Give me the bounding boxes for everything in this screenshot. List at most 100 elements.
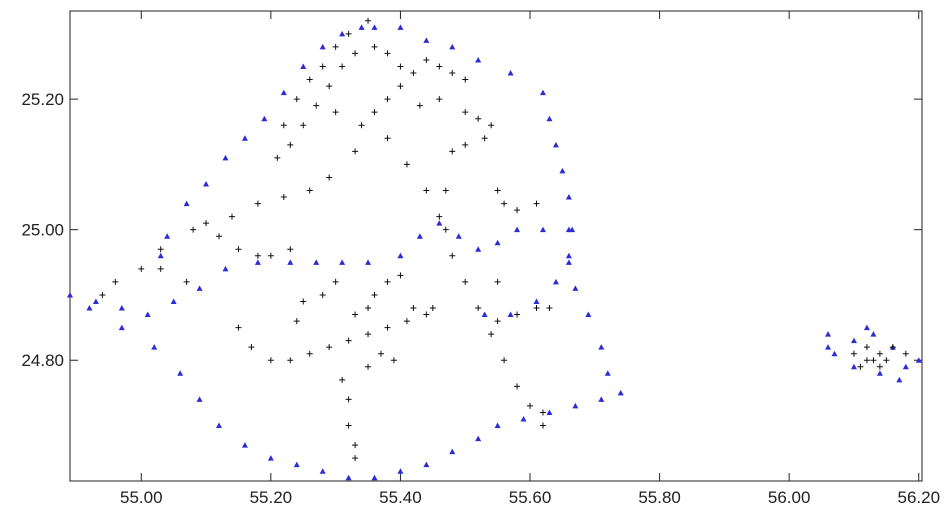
- triangle-point: [436, 220, 443, 226]
- triangle-point: [475, 246, 482, 252]
- plus-point: [481, 135, 488, 142]
- plus-point: [397, 63, 404, 70]
- triangle-point: [565, 259, 572, 265]
- plus-point: [157, 265, 164, 272]
- plus-point: [352, 50, 359, 57]
- axis-ticks: [70, 11, 922, 481]
- plus-point: [235, 246, 242, 253]
- triangle-point: [494, 422, 501, 429]
- plus-point: [475, 305, 482, 312]
- triangle-point: [850, 363, 857, 370]
- triangle-point: [241, 135, 248, 141]
- plus-point: [112, 278, 119, 285]
- plus-point: [267, 357, 274, 364]
- triangle-point: [876, 370, 883, 376]
- triangle-point: [825, 331, 832, 337]
- plus-point: [203, 220, 210, 227]
- triangle-point: [339, 259, 346, 265]
- plus-point: [436, 213, 443, 220]
- triangle-point: [287, 259, 294, 265]
- triangle-point: [358, 24, 365, 30]
- triangle-point: [863, 324, 870, 331]
- plus-point: [533, 305, 540, 312]
- plus-point: [352, 455, 359, 462]
- plus-point: [138, 265, 145, 272]
- data-points: [67, 17, 922, 481]
- triangle-point: [222, 154, 229, 161]
- x-tick-label: 55.40: [379, 488, 422, 507]
- triangle-point: [572, 285, 579, 291]
- plus-point: [319, 63, 326, 70]
- plus-point: [326, 174, 333, 181]
- triangle-point: [533, 298, 540, 304]
- plus-point: [514, 207, 521, 214]
- plus-point: [300, 122, 307, 129]
- plus-point: [365, 363, 372, 370]
- plus-point: [397, 83, 404, 90]
- plus-point: [423, 187, 430, 194]
- plus-point: [436, 96, 443, 103]
- plus-point: [287, 357, 294, 364]
- plus-point: [306, 76, 313, 83]
- plus-point: [462, 76, 469, 83]
- plus-point: [190, 226, 197, 233]
- triangle-point: [604, 370, 611, 376]
- triangle-point: [86, 305, 93, 311]
- plus-point: [494, 278, 501, 285]
- triangle-point: [423, 37, 430, 43]
- plus-point: [416, 102, 423, 109]
- triangle-point: [546, 409, 553, 415]
- plus-point: [462, 141, 469, 148]
- plus-point: [293, 96, 300, 103]
- plus-point: [345, 422, 352, 429]
- x-tick-label: 55.60: [509, 488, 552, 507]
- triangle-point: [455, 233, 462, 239]
- triangle-point: [585, 311, 592, 318]
- triangle-point: [365, 259, 372, 265]
- plus-point: [902, 350, 909, 357]
- plus-point: [319, 291, 326, 298]
- triangle-point: [118, 324, 125, 331]
- plus-point: [339, 63, 346, 70]
- plus-point: [365, 331, 372, 338]
- triangle-point: [915, 357, 922, 363]
- triangle-point: [539, 89, 546, 96]
- plus-point: [339, 376, 346, 383]
- triangle-point: [151, 344, 158, 350]
- plus-point: [539, 409, 546, 416]
- plus-point: [449, 148, 456, 155]
- triangle-point: [177, 370, 184, 376]
- triangle-point: [300, 63, 307, 69]
- plus-point: [442, 226, 449, 233]
- plus-point: [423, 311, 430, 318]
- plus-point: [384, 135, 391, 142]
- plus-point: [384, 278, 391, 285]
- plus-point: [280, 194, 287, 201]
- triangle-point: [520, 415, 527, 422]
- triangle-point: [870, 331, 877, 337]
- triangle-point: [507, 311, 514, 318]
- triangle-point: [170, 298, 177, 304]
- plus-point: [889, 344, 896, 351]
- plus-point: [539, 422, 546, 429]
- plus-point: [423, 56, 430, 63]
- triangle-point: [475, 56, 482, 63]
- triangle-point: [118, 305, 125, 311]
- triangle-point: [183, 200, 190, 207]
- triangle-point: [546, 115, 553, 122]
- plus-point: [494, 187, 501, 194]
- plus-point: [436, 63, 443, 70]
- plus-point: [442, 187, 449, 194]
- triangle-point: [222, 265, 229, 272]
- plus-point: [287, 246, 294, 253]
- plus-point: [449, 70, 456, 77]
- triangle-point: [67, 291, 73, 298]
- triangle-point: [552, 278, 559, 285]
- triangle-point: [449, 43, 456, 50]
- plus-point: [345, 337, 352, 344]
- plus-point: [403, 318, 410, 325]
- plus-point: [228, 213, 235, 220]
- triangle-point: [850, 337, 857, 344]
- x-tick-label: 56.20: [897, 488, 940, 507]
- triangle-point: [569, 226, 576, 233]
